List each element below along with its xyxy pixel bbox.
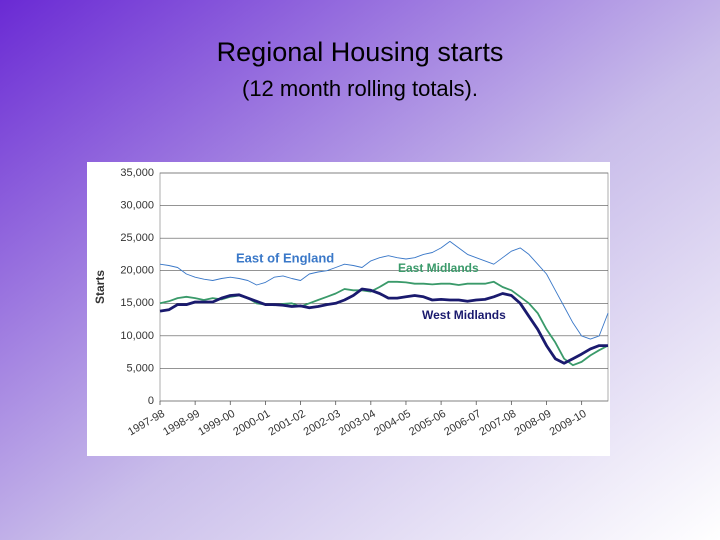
y-tick-label: 25,000 xyxy=(120,232,154,244)
slide-subtitle: (12 month rolling totals). xyxy=(242,76,478,101)
y-tick-label: 20,000 xyxy=(120,265,154,277)
slide-title: Regional Housing starts xyxy=(217,37,504,67)
y-tick-label: 35,000 xyxy=(120,167,154,179)
series-label: West Midlands xyxy=(422,308,506,322)
y-tick-label: 30,000 xyxy=(120,199,154,211)
y-tick-label: 15,000 xyxy=(120,297,154,309)
series-line xyxy=(159,287,608,365)
series-label: East of England xyxy=(236,250,334,265)
y-axis-label: Starts xyxy=(93,270,107,304)
y-tick-label: 5,000 xyxy=(126,362,154,374)
y-tick-label: 0 xyxy=(148,395,154,407)
y-tick-label: 10,000 xyxy=(120,330,154,342)
series-line xyxy=(159,240,609,340)
series-label: East Midlands xyxy=(398,261,479,275)
